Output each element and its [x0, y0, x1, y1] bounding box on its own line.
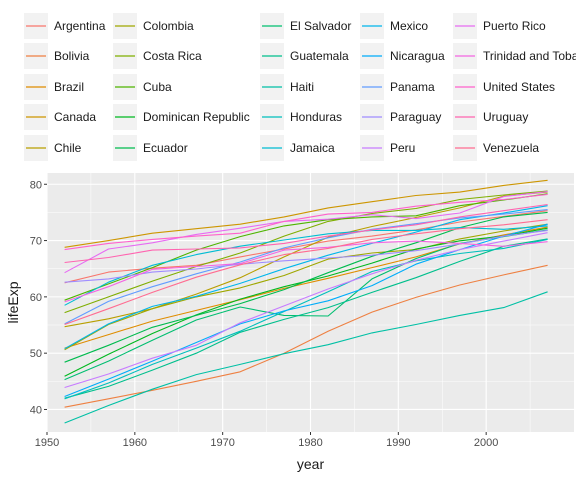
legend-label: Honduras	[290, 110, 342, 124]
legend-label: Costa Rica	[143, 49, 202, 63]
legend-item-chile: Chile	[24, 135, 82, 161]
series-lines	[64, 179, 548, 424]
series-line-colombia	[64, 223, 548, 351]
series-line-haiti	[64, 291, 548, 424]
legend-item-venezuela: Venezuela	[453, 135, 539, 161]
legend-label: Paraguay	[390, 110, 441, 124]
legend-label: Nicaragua	[390, 49, 445, 63]
legend-label: Uruguay	[483, 110, 528, 124]
legend-label: El Salvador	[290, 19, 351, 33]
legend-label: Dominican Republic	[143, 110, 250, 124]
y-tick-label: 60	[30, 292, 42, 304]
x-axis: 1950 1960 1970 1980 1990 2000	[35, 432, 498, 449]
x-tick-label: 1980	[298, 437, 322, 449]
y-axis: 40 50 60 70 80	[30, 179, 47, 416]
legend-item-honduras: Honduras	[260, 104, 342, 130]
series-line-puerto-rico	[64, 191, 548, 274]
legend-label: Jamaica	[290, 141, 335, 155]
legend-item-uruguay: Uruguay	[453, 104, 528, 130]
legend-item-canada: Canada	[24, 104, 96, 130]
legend-item-peru: Peru	[360, 135, 415, 161]
legend-item-costa-rica: Costa Rica	[113, 43, 202, 69]
legend-label: Guatemala	[290, 49, 349, 63]
series-line-costa-rica	[64, 190, 548, 314]
legend-label: Chile	[54, 141, 82, 155]
legend-label: Mexico	[390, 19, 428, 33]
legend-label: Ecuador	[143, 141, 188, 155]
series-line-trinidad-and-tobago	[64, 240, 548, 303]
legend-label: Panama	[390, 80, 435, 94]
legend-item-united-states: United States	[453, 74, 555, 100]
series-line-uruguay	[64, 203, 548, 264]
legend-item-el-salvador: El Salvador	[260, 13, 351, 39]
legend-item-ecuador: Ecuador	[113, 135, 188, 161]
legend-label: Bolivia	[54, 49, 90, 63]
legend-item-mexico: Mexico	[360, 13, 428, 39]
legend-label: Canada	[54, 110, 96, 124]
legend-item-argentina: Argentina	[24, 13, 106, 39]
series-line-guatemala	[64, 238, 548, 399]
legend-label: Cuba	[143, 80, 172, 94]
legend-item-haiti: Haiti	[260, 74, 314, 100]
series-line-panama	[64, 209, 548, 325]
legend-item-puerto-rico: Puerto Rico	[453, 13, 546, 39]
legend-item-nicaragua: Nicaragua	[360, 43, 445, 69]
legend-label: Peru	[390, 141, 415, 155]
x-tick-label: 1950	[35, 437, 59, 449]
x-tick-label: 1960	[123, 437, 147, 449]
y-tick-label: 70	[30, 236, 42, 248]
x-tick-label: 2000	[474, 437, 498, 449]
legend-item-jamaica: Jamaica	[260, 135, 335, 161]
series-line-ecuador	[64, 211, 548, 363]
x-axis-label: year	[297, 456, 325, 472]
legend-item-guatemala: Guatemala	[260, 43, 349, 69]
legend-label: Colombia	[143, 19, 194, 33]
legend-label: Brazil	[54, 80, 84, 94]
series-line-venezuela	[64, 219, 548, 326]
series-line-honduras	[64, 238, 548, 400]
series-line-chile	[64, 191, 548, 328]
series-line-nicaragua	[64, 223, 548, 398]
series-line-cuba	[64, 193, 548, 301]
series-line-canada	[64, 179, 548, 248]
legend-label: Venezuela	[483, 141, 539, 155]
y-tick-label: 80	[30, 179, 42, 191]
legend-item-bolivia: Bolivia	[24, 43, 90, 69]
legend-item-paraguay: Paraguay	[360, 104, 441, 130]
y-tick-label: 50	[30, 348, 42, 360]
legend-label: Argentina	[54, 19, 106, 33]
legend-item-brazil: Brazil	[24, 74, 84, 100]
y-tick-label: 40	[30, 404, 42, 416]
series-line-argentina	[64, 210, 548, 284]
legend-item-panama: Panama	[360, 74, 435, 100]
legend: Argentina Bolivia Brazil Canada Chile Colombi…	[24, 13, 576, 161]
x-tick-label: 1970	[210, 437, 234, 449]
x-tick-label: 1990	[386, 437, 410, 449]
series-line-united-states	[64, 193, 548, 251]
series-line-paraguay	[64, 229, 548, 283]
legend-item-dominican-republic: Dominican Republic	[113, 104, 250, 130]
legend-item-colombia: Colombia	[113, 13, 194, 39]
legend-item-trinidad-and-tobago: Trinidad and Tobago	[453, 43, 576, 69]
legend-label: Puerto Rico	[483, 19, 546, 33]
legend-label: United States	[483, 80, 555, 94]
legend-label: Haiti	[290, 80, 314, 94]
series-line-peru	[64, 232, 548, 389]
y-axis-label: lifeExp	[5, 281, 21, 323]
series-line-mexico	[64, 205, 548, 350]
legend-item-cuba: Cuba	[113, 74, 172, 100]
legend-label: Trinidad and Tobago	[483, 49, 576, 63]
